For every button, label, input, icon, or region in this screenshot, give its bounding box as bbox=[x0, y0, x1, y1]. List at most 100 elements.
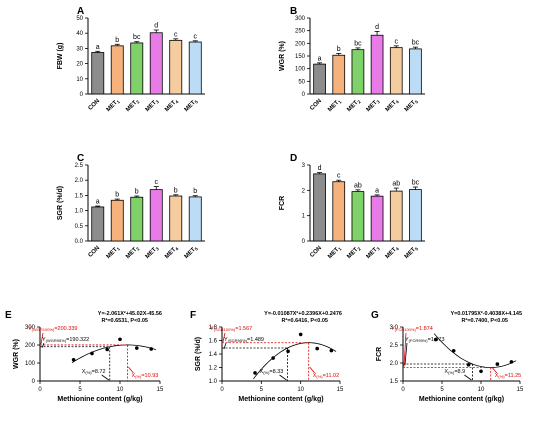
x100-arrow bbox=[309, 366, 315, 374]
y-tick-label: 1.2 bbox=[209, 366, 218, 372]
panel-letter: E bbox=[5, 310, 12, 321]
x-tick-label: 15 bbox=[157, 387, 164, 393]
x100-arrow bbox=[128, 366, 134, 374]
significance-letter: d bbox=[375, 24, 379, 31]
bar-met4 bbox=[389, 47, 403, 95]
y-tick-label: 1.8 bbox=[209, 325, 218, 331]
panel-letter: B bbox=[290, 6, 297, 17]
significance-letter: c bbox=[194, 33, 198, 40]
y95-arrow bbox=[41, 342, 45, 348]
significance-letter: b bbox=[174, 187, 178, 194]
y-tick-label: 200 bbox=[25, 343, 36, 349]
panel-letter: A bbox=[77, 6, 84, 17]
regression-curve bbox=[253, 342, 337, 380]
panel-letter: C bbox=[77, 153, 84, 164]
y100-label: Y(WGR100%)=200.339 bbox=[28, 326, 77, 332]
data-point bbox=[90, 351, 94, 356]
bar-met3 bbox=[370, 195, 384, 242]
category-label: MET1 bbox=[327, 245, 343, 261]
bar-met5 bbox=[188, 196, 202, 242]
scatter-panels: E 0 100 200 300 0 5 10 15 WGR (%) Methionine conte… bbox=[5, 310, 524, 403]
y-tick-label: 2 bbox=[302, 188, 306, 194]
x100-label: X(%)=11.02 bbox=[313, 373, 339, 379]
y100-label: Y(SGR100%)=1.567 bbox=[210, 326, 252, 332]
data-point bbox=[451, 348, 456, 353]
y-tick-label: 100 bbox=[295, 67, 306, 73]
y-tick-label: 100 bbox=[25, 361, 36, 367]
x-tick-label: 0 bbox=[38, 387, 42, 393]
significance-letter: ab bbox=[354, 182, 362, 189]
significance-letter: a bbox=[96, 199, 100, 206]
x95-arrow bbox=[279, 374, 287, 381]
x95-arrow bbox=[101, 374, 109, 381]
y-tick-label: 1.4 bbox=[209, 352, 218, 358]
x-tick-label: 0 bbox=[401, 387, 405, 393]
bar-con bbox=[313, 63, 326, 95]
significance-letter: b bbox=[115, 192, 119, 199]
category-label: MET5 bbox=[184, 98, 200, 114]
category-label: CON bbox=[309, 245, 323, 259]
y-tick-label: 1.5 bbox=[75, 193, 84, 199]
y-tick-label: 2.5 bbox=[390, 343, 399, 349]
panel-letter: D bbox=[290, 153, 297, 164]
chart-panel-e: E 0 100 200 300 0 5 10 15 WGR (%) Methionine conte… bbox=[5, 310, 164, 403]
x95-label: X(%)=8.33 bbox=[260, 369, 284, 375]
y95-label: Y(SGR95%)=1.489 bbox=[224, 337, 264, 343]
y-tick-label: 2.0 bbox=[390, 361, 399, 367]
bar-met1 bbox=[332, 181, 346, 242]
x-tick-label: 5 bbox=[440, 387, 444, 393]
significance-letter: d bbox=[154, 23, 158, 30]
y-axis-label: FBW (g) bbox=[57, 43, 64, 70]
x-tick-label: 15 bbox=[337, 387, 344, 393]
data-point bbox=[149, 347, 153, 351]
category-label: MET4 bbox=[385, 98, 401, 114]
significance-letter: b bbox=[115, 37, 119, 44]
x-axis-label: Methionine content (g/kg) bbox=[57, 396, 142, 403]
y-tick-label: 300 bbox=[25, 325, 36, 331]
bar-met3 bbox=[149, 32, 163, 95]
y100-arrow bbox=[403, 332, 407, 367]
data-point bbox=[509, 360, 514, 364]
bar-met5 bbox=[409, 189, 422, 242]
x100-label: X(%)=10.93 bbox=[131, 373, 158, 379]
x-tick-label: 0 bbox=[220, 387, 224, 393]
bar-met1 bbox=[110, 199, 124, 242]
bar-met4 bbox=[169, 195, 183, 242]
y-tick-label: 0.0 bbox=[75, 239, 84, 245]
y-axis-label: WGR (%) bbox=[13, 339, 20, 369]
bar-met5 bbox=[409, 48, 422, 95]
y-tick-label: 10 bbox=[76, 77, 83, 83]
data-point bbox=[329, 348, 334, 353]
regression-curve bbox=[71, 344, 157, 364]
y-tick-label: 20 bbox=[76, 62, 83, 68]
bar-met4 bbox=[169, 39, 183, 95]
x-tick-label: 5 bbox=[78, 387, 82, 393]
category-label: MET1 bbox=[106, 98, 122, 114]
significance-letter: c bbox=[395, 38, 399, 45]
data-point bbox=[71, 357, 76, 362]
category-label: CON bbox=[87, 245, 101, 259]
y-axis-label: SGR (%/d) bbox=[57, 186, 64, 220]
data-point bbox=[105, 347, 109, 352]
x-tick-label: 10 bbox=[117, 387, 124, 393]
category-label: MET5 bbox=[404, 98, 420, 114]
bar-met4 bbox=[389, 190, 403, 242]
y100-arrow bbox=[40, 332, 44, 345]
y-tick-label: 1.6 bbox=[209, 339, 218, 345]
bar-met1 bbox=[332, 54, 346, 95]
significance-letter: b bbox=[135, 189, 139, 196]
y95-arrow bbox=[404, 342, 408, 366]
y-axis-label: FCR bbox=[376, 347, 383, 361]
data-point bbox=[253, 371, 257, 375]
significance-letter: bc bbox=[354, 40, 362, 47]
bar-met2 bbox=[130, 196, 144, 242]
x-axis-label: Methionine content (g/kg) bbox=[419, 396, 504, 403]
y-tick-label: 250 bbox=[295, 29, 306, 35]
significance-letter: d bbox=[318, 165, 322, 172]
x-tick-label: 15 bbox=[517, 387, 524, 393]
y-tick-label: 1.0 bbox=[209, 379, 218, 385]
chart-panel-d: D 0 1 2 3 FCR d CON c MET1 ab MET2 a MET3 ab MET4 bc MET5 bbox=[279, 153, 425, 261]
y-tick-label: 300 bbox=[295, 16, 306, 22]
bar-met2 bbox=[130, 42, 144, 95]
